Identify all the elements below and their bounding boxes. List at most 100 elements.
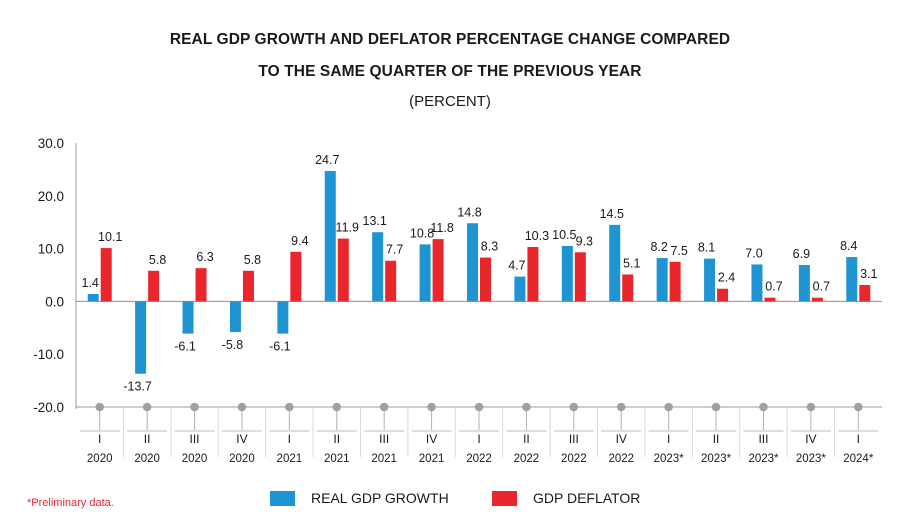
y-tick-label: 30.0	[38, 136, 64, 151]
data-label-real-gdp-growth: 8.2	[650, 240, 667, 254]
bar-gdp-deflator	[574, 252, 586, 302]
axis-marker	[142, 402, 152, 412]
y-tick-label: -20.0	[33, 400, 64, 415]
bar-gdp-deflator	[432, 239, 444, 302]
legend-label-real-gdp-growth: REAL GDP GROWTH	[311, 490, 449, 506]
data-label-real-gdp-growth: 7.0	[745, 246, 762, 260]
data-label-real-gdp-growth: 4.7	[508, 259, 525, 273]
bar-real-gdp-growth	[514, 276, 526, 302]
data-label-gdp-deflator: 7.7	[386, 243, 403, 257]
axis-marker	[427, 402, 436, 412]
axis-marker	[759, 402, 768, 412]
data-label-gdp-deflator: 10.1	[98, 230, 122, 244]
data-label-real-gdp-growth: 6.9	[793, 247, 810, 261]
bar-real-gdp-growth	[324, 170, 336, 302]
x-tick-quarter: II	[713, 432, 720, 446]
data-label-gdp-deflator: 9.4	[291, 234, 308, 248]
data-label-real-gdp-growth: 8.1	[698, 241, 715, 255]
data-label-gdp-deflator: 0.7	[765, 280, 782, 294]
data-label-real-gdp-growth: 13.1	[363, 214, 387, 228]
data-label-gdp-deflator: 5.8	[244, 253, 261, 267]
x-tick-year: 2023*	[748, 453, 779, 465]
axis-marker	[522, 402, 531, 412]
bar-real-gdp-growth	[135, 301, 147, 374]
x-tick-year: 2021	[371, 453, 397, 465]
x-tick-year: 2020	[134, 453, 160, 465]
x-tick-year: 2023*	[654, 453, 685, 465]
chart-title-line-1: REAL GDP GROWTH AND DEFLATOR PERCENTAGE …	[169, 31, 731, 48]
chart-title-line-2: TO THE SAME QUARTER OF THE PREVIOUS YEAR	[258, 63, 642, 80]
x-tick-quarter: III	[379, 432, 389, 446]
y-tick-label: 20.0	[38, 189, 64, 204]
x-tick-year: 2023*	[796, 453, 827, 465]
bar-real-gdp-growth	[798, 264, 810, 302]
x-tick-quarter: III	[190, 432, 200, 446]
x-tick-year: 2024*	[843, 453, 874, 465]
axis-marker	[806, 402, 816, 412]
bar-gdp-deflator	[859, 285, 871, 302]
x-tick-quarter: IV	[426, 432, 437, 446]
bar-gdp-deflator	[385, 260, 397, 302]
bar-gdp-deflator	[100, 248, 112, 302]
legend-swatch-gdp-deflator	[492, 490, 517, 506]
x-tick-quarter: II	[523, 432, 530, 446]
legend-item-real-gdp-growth: REAL GDP GROWTH	[270, 490, 449, 506]
y-tick-label: 10.0	[38, 242, 64, 257]
data-label-real-gdp-growth: 8.4	[840, 239, 857, 253]
data-label-gdp-deflator: 5.8	[149, 253, 166, 267]
x-tick-quarter: II	[333, 432, 340, 446]
x-tick-year: 2022	[561, 453, 587, 465]
bar-real-gdp-growth	[182, 301, 194, 334]
x-tick-quarter: I	[98, 432, 101, 446]
data-label-gdp-deflator: 5.1	[623, 256, 640, 270]
x-tick-quarter: IV	[616, 432, 627, 446]
bar-gdp-deflator	[764, 297, 776, 302]
bar-real-gdp-growth	[229, 301, 241, 333]
chart-units: (PERCENT)	[409, 93, 491, 110]
x-tick-year: 2022	[608, 453, 634, 465]
bar-real-gdp-growth	[372, 232, 384, 302]
x-tick-quarter: I	[477, 432, 480, 446]
bar-gdp-deflator	[669, 261, 681, 302]
x-tick-year: 2021	[419, 453, 445, 465]
x-tick-quarter: IV	[236, 432, 247, 446]
axis-marker	[379, 402, 389, 412]
axis-marker	[237, 402, 247, 412]
x-tick-quarter: II	[144, 432, 151, 446]
data-label-gdp-deflator: 11.9	[336, 221, 359, 235]
x-tick-year: 2023*	[701, 453, 732, 465]
y-tick-label: -10.0	[33, 347, 64, 362]
bar-real-gdp-growth	[846, 257, 858, 302]
x-tick-quarter: III	[569, 432, 579, 446]
data-label-gdp-deflator: 8.3	[481, 240, 498, 254]
x-tick-quarter: I	[288, 432, 291, 446]
bar-real-gdp-growth	[87, 294, 99, 302]
bar-real-gdp-growth	[561, 245, 573, 302]
data-label-gdp-deflator: 2.4	[718, 271, 735, 285]
data-label-real-gdp-growth: 24.7	[315, 153, 339, 167]
legend-swatch-real-gdp-growth	[270, 490, 295, 506]
data-label-real-gdp-growth: -6.1	[269, 340, 291, 354]
bar-gdp-deflator	[148, 270, 160, 302]
axis-marker	[190, 402, 199, 412]
bar-gdp-deflator	[290, 251, 302, 302]
data-label-gdp-deflator: 9.3	[576, 234, 593, 248]
x-tick-year: 2020	[87, 453, 113, 465]
bar-real-gdp-growth	[609, 224, 621, 302]
bar-real-gdp-growth	[656, 258, 668, 302]
legend-item-gdp-deflator: GDP DEFLATOR	[492, 490, 640, 506]
data-label-gdp-deflator: 11.8	[430, 221, 453, 235]
bar-real-gdp-growth	[277, 301, 289, 334]
data-label-real-gdp-growth: -6.1	[174, 340, 196, 354]
bar-gdp-deflator	[622, 274, 634, 302]
data-label-real-gdp-growth: -13.7	[123, 380, 152, 394]
x-tick-year: 2022	[514, 453, 540, 465]
axis-marker	[711, 402, 721, 412]
x-tick-quarter: I	[857, 432, 860, 446]
bar-gdp-deflator	[717, 288, 729, 302]
bar-gdp-deflator	[527, 247, 539, 302]
x-tick-year: 2022	[466, 453, 492, 465]
x-tick-quarter: IV	[805, 432, 816, 446]
bar-real-gdp-growth	[704, 258, 716, 302]
data-label-real-gdp-growth: 10.8	[410, 226, 434, 240]
